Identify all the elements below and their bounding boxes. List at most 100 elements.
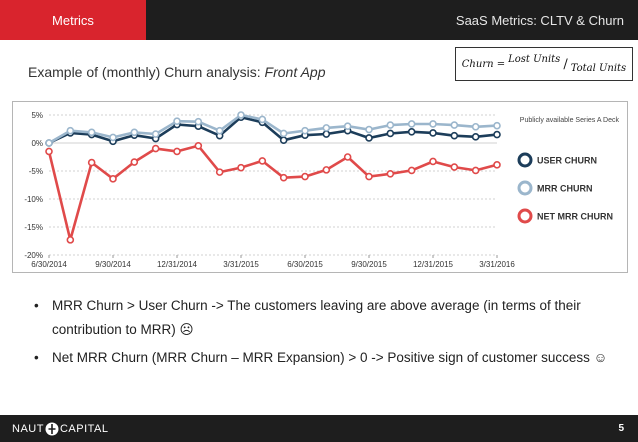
series-line-user-churn — [48, 115, 498, 145]
chart-subtitle: Example of (monthly) Churn analysis: Fro… — [28, 64, 326, 80]
data-point — [258, 157, 267, 165]
y-tick-label: -10% — [24, 195, 43, 204]
data-point — [407, 166, 416, 175]
formula-lhs: Churn = — [461, 58, 506, 70]
section-tab-metrics[interactable]: Metrics — [0, 0, 146, 40]
company-logo: NAUT CAPITAL — [12, 415, 108, 442]
data-point — [493, 161, 501, 169]
data-point — [322, 124, 331, 132]
data-point — [130, 128, 139, 137]
data-point — [194, 141, 203, 150]
data-point — [493, 130, 501, 139]
data-point — [173, 147, 181, 156]
data-point — [194, 117, 203, 126]
data-point — [301, 126, 309, 135]
data-point — [471, 166, 480, 175]
logo-text-right: CAPITAL — [59, 422, 109, 435]
bullet-item-net-mrr: • Net MRR Churn (MRR Churn – MRR Expansi… — [34, 346, 624, 370]
data-point — [66, 236, 75, 244]
data-point — [151, 144, 160, 153]
data-point — [322, 166, 331, 174]
data-point — [429, 120, 437, 128]
bullet-item-mrr-vs-user: • MRR Churn > User Churn -> The customer… — [34, 294, 624, 342]
y-tick-label: -20% — [24, 251, 43, 260]
data-point — [173, 117, 181, 125]
top-bar: Metrics SaaS Metrics: CLTV & Churn — [0, 0, 638, 40]
data-point — [279, 136, 288, 145]
data-point — [365, 125, 373, 134]
data-point — [365, 172, 373, 181]
data-point — [322, 130, 331, 138]
data-point — [279, 129, 288, 138]
data-point — [151, 130, 160, 138]
x-tick-label: 9/30/2015 — [351, 260, 387, 269]
data-point — [87, 128, 96, 137]
formula-denominator: Total Units — [570, 62, 627, 74]
data-point — [450, 163, 459, 171]
y-tick-label: 0% — [31, 139, 43, 148]
data-point — [215, 126, 224, 135]
data-point — [87, 158, 96, 167]
churn-formula-box: Churn = Lost Units / Total Units — [455, 47, 633, 81]
bullet-text: MRR Churn > User Churn -> The customers … — [52, 298, 581, 337]
x-tick-label: 3/31/2015 — [223, 260, 259, 269]
data-point — [237, 111, 245, 119]
slide-title: SaaS Metrics: CLTV & Churn — [455, 12, 624, 28]
data-point — [365, 134, 373, 142]
data-point — [343, 153, 352, 161]
data-point — [429, 157, 437, 166]
bullet-marker: • — [34, 298, 39, 313]
series-line-mrr-churn — [48, 113, 498, 145]
legend-label: USER CHURN — [537, 156, 597, 166]
data-point — [301, 172, 309, 181]
data-point — [450, 121, 459, 129]
formula-slash: / — [563, 56, 568, 72]
data-point — [471, 122, 480, 131]
page-number: 5 — [618, 423, 624, 434]
data-point — [471, 133, 480, 141]
logo-text-left: NAUT — [12, 422, 44, 435]
data-point — [450, 131, 459, 140]
legend-marker-net-mrr-churn — [517, 208, 533, 224]
bullet-list: • MRR Churn > User Churn -> The customer… — [34, 294, 624, 374]
subtitle-prefix: Example of (monthly) Churn analysis: — [28, 64, 265, 80]
x-tick-label: 6/30/2014 — [31, 260, 67, 269]
data-point — [258, 115, 267, 124]
series-line-net-mrr-churn — [47, 144, 498, 242]
y-tick-label: -15% — [24, 223, 43, 232]
x-tick-label: 12/31/2014 — [157, 260, 198, 269]
data-point — [45, 139, 53, 147]
x-tick-label: 6/30/2015 — [287, 260, 323, 269]
legend-marker-mrr-churn — [517, 180, 533, 196]
bottom-bar: NAUT CAPITAL 5 — [0, 415, 638, 442]
data-point — [215, 168, 224, 176]
bullet-text: Net MRR Churn (MRR Churn – MRR Expansion… — [52, 350, 608, 365]
data-point — [407, 120, 416, 128]
data-point — [386, 121, 395, 129]
data-point — [45, 147, 53, 156]
legend-label: MRR CHURN — [537, 184, 593, 194]
data-point — [343, 122, 352, 131]
bullet-marker: • — [34, 350, 39, 365]
data-point — [407, 127, 416, 136]
subtitle-company: Front App — [264, 64, 326, 80]
churn-chart-svg: 5% 0% -5% -10% -15% -20%6/30/2014 9/30/2014 12/… — [24, 111, 620, 269]
data-point — [109, 175, 117, 183]
data-point — [429, 129, 437, 137]
data-point — [109, 133, 117, 142]
data-point — [386, 170, 395, 178]
churn-chart: 5% 0% -5% -10% -15% -20% 6/30/2014 9/30/2014 12/… — [12, 101, 628, 273]
legend-marker-user-churn — [517, 152, 533, 168]
x-tick-label: 9/30/2014 — [95, 260, 131, 269]
source-note: Publicly available Series A Deck — [520, 117, 620, 124]
formula-numerator: Lost Units — [508, 53, 561, 65]
y-tick-label: 5% — [31, 111, 43, 120]
x-tick-label: 3/31/2016 — [479, 260, 515, 269]
data-point — [237, 163, 245, 172]
data-point — [279, 173, 288, 182]
data-point — [130, 158, 139, 166]
legend-label: NET MRR CHURN — [537, 212, 613, 222]
logo-mark-icon — [45, 422, 59, 435]
data-point — [66, 126, 75, 135]
x-tick-label: 12/31/2015 — [413, 260, 454, 269]
